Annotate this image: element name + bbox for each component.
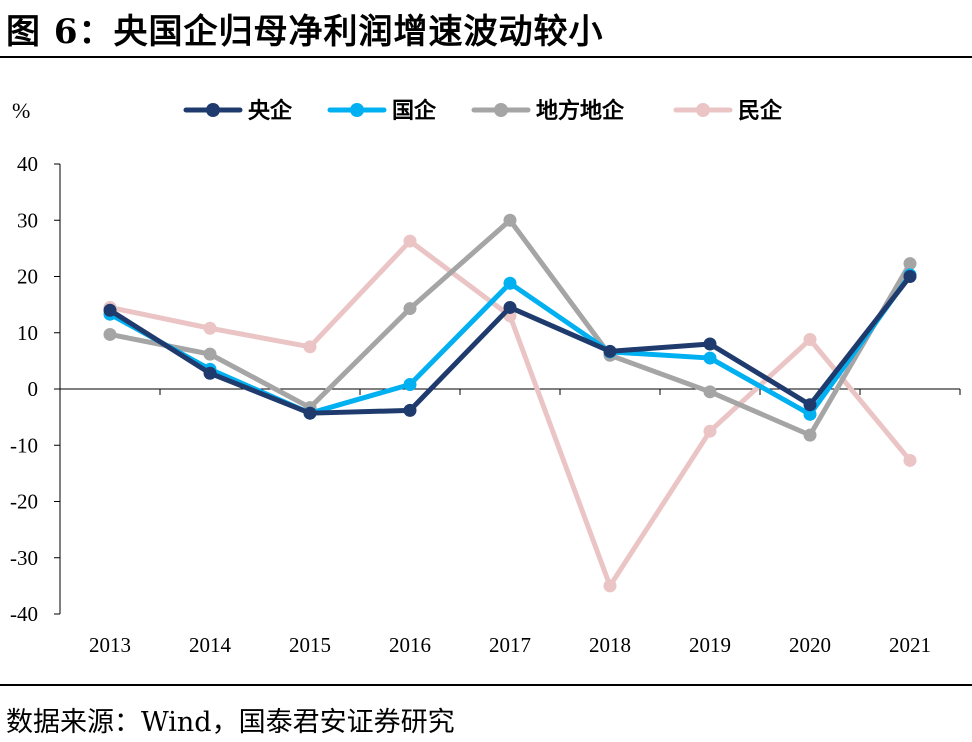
series-line xyxy=(107,238,913,589)
legend-marker xyxy=(494,103,508,117)
y-tick-label: 40 xyxy=(17,152,38,176)
source-rule xyxy=(0,684,972,686)
data-point xyxy=(403,403,417,417)
data-point xyxy=(903,257,917,271)
data-point xyxy=(203,347,217,361)
data-point xyxy=(503,213,517,227)
data-point xyxy=(303,340,317,354)
data-point xyxy=(703,424,717,438)
legend-item: 国企 xyxy=(327,98,437,124)
legend-label: 国企 xyxy=(392,98,437,124)
x-tick-label: 2020 xyxy=(789,633,831,657)
y-tick-label: 20 xyxy=(17,265,38,289)
data-point xyxy=(303,406,317,420)
y-tick-label: -10 xyxy=(10,433,38,457)
data-point xyxy=(403,378,417,391)
y-tick-label: -30 xyxy=(10,546,38,570)
figure-title: 图 6：央国企归母净利润增速波动较小 xyxy=(6,12,604,52)
legend-label: 民企 xyxy=(738,98,783,124)
series-line xyxy=(107,274,913,416)
legend: 央企 国企 地方地企 民企 xyxy=(183,98,783,124)
legend-marker xyxy=(206,103,220,117)
legend-marker xyxy=(350,103,364,117)
data-point xyxy=(703,337,717,351)
y-tick-label: 0 xyxy=(28,377,39,401)
data-point xyxy=(103,303,117,317)
data-point xyxy=(403,234,417,248)
data-point xyxy=(803,407,817,421)
legend-item: 民企 xyxy=(673,98,783,124)
data-point xyxy=(803,333,817,346)
data-point xyxy=(503,300,517,314)
data-point xyxy=(203,366,217,380)
data-point xyxy=(403,302,417,316)
data-point xyxy=(903,453,917,467)
series-layer xyxy=(103,213,917,593)
axes: 40 30 20 10 0 -10 -20 -30 -40 2013 2014 2015 2016 201… xyxy=(10,152,961,657)
y-unit-label: % xyxy=(12,98,30,123)
x-tick-label: 2013 xyxy=(89,633,131,657)
x-tick-label: 2015 xyxy=(289,633,331,657)
data-point xyxy=(703,351,717,365)
data-point xyxy=(603,579,617,593)
y-tick-label: 10 xyxy=(17,321,38,345)
data-point xyxy=(203,321,217,335)
x-tick-label: 2017 xyxy=(489,633,531,657)
series-1 xyxy=(103,270,917,420)
title-rule xyxy=(0,56,972,58)
x-tick-label: 2014 xyxy=(189,633,232,657)
data-point xyxy=(803,428,817,442)
legend-label: 地方地企 xyxy=(536,98,625,124)
legend-item: 央企 xyxy=(183,98,293,124)
data-point xyxy=(803,398,817,412)
data-source: 数据来源：Wind，国泰君安证券研究 xyxy=(6,707,455,738)
data-point xyxy=(703,385,717,399)
x-tick-label: 2018 xyxy=(589,633,631,657)
data-point xyxy=(103,327,117,341)
data-point xyxy=(903,270,917,283)
legend-marker xyxy=(696,103,710,117)
legend-label: 央企 xyxy=(248,98,293,124)
x-tick-label: 2019 xyxy=(689,633,731,657)
data-point xyxy=(503,276,517,290)
x-tick-label: 2016 xyxy=(389,633,431,657)
data-point xyxy=(603,344,617,358)
x-tick-label: 2021 xyxy=(889,633,931,657)
y-tick-label: -20 xyxy=(10,490,38,514)
legend-item: 地方地企 xyxy=(471,98,625,124)
y-tick-label: -40 xyxy=(10,602,38,626)
y-tick-label: 30 xyxy=(17,208,38,232)
